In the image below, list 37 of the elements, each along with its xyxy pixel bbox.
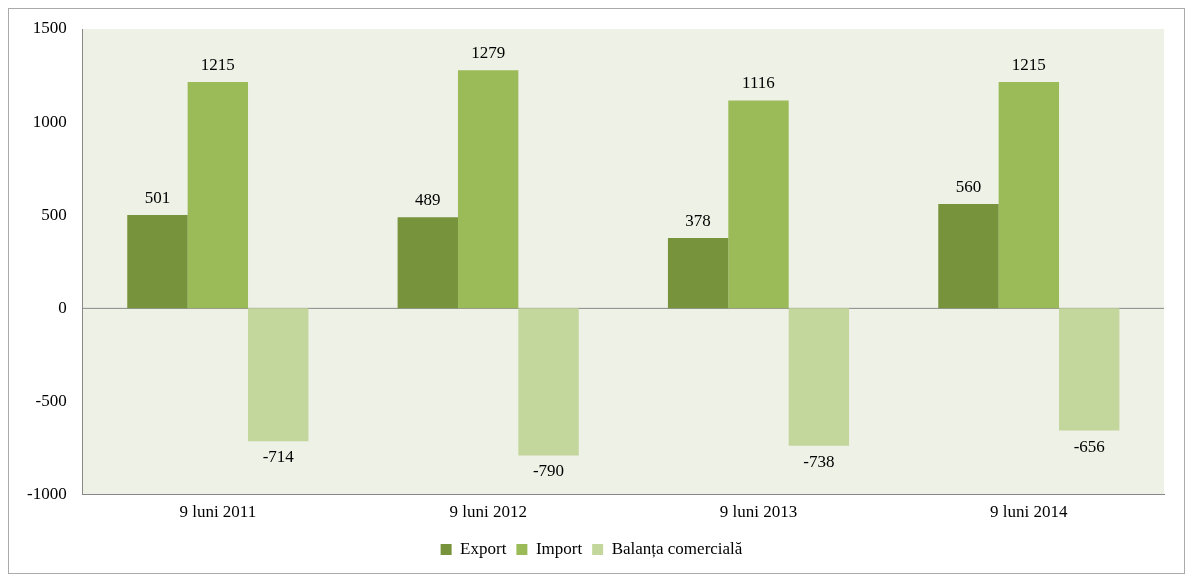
bar xyxy=(187,82,249,309)
data-label: 1279 xyxy=(471,43,506,63)
y-tick-label: -500 xyxy=(35,390,67,410)
data-label: -738 xyxy=(803,451,835,471)
data-label: 560 xyxy=(955,177,982,197)
legend-label: Export xyxy=(460,538,507,558)
bar xyxy=(127,215,188,309)
bar xyxy=(788,308,850,446)
y-tick-label: 0 xyxy=(58,297,67,317)
x-tick-label: 9 luni 2014 xyxy=(990,502,1069,522)
bar xyxy=(1059,308,1120,431)
data-label: 1116 xyxy=(742,73,775,93)
bar xyxy=(728,100,789,309)
data-label: -790 xyxy=(532,461,565,481)
data-label: -714 xyxy=(262,447,295,467)
legend-label: Balanța comercială xyxy=(611,538,743,558)
x-tick-label: 9 luni 2012 xyxy=(449,502,527,522)
bar xyxy=(397,217,458,309)
bar xyxy=(518,308,579,456)
data-label: 1215 xyxy=(1011,55,1046,75)
y-tick-label: 1500 xyxy=(32,18,67,38)
bar xyxy=(457,70,519,309)
data-label: 489 xyxy=(415,190,441,210)
x-tick-label: 9 luni 2011 xyxy=(179,502,257,522)
data-label: 1215 xyxy=(200,55,235,75)
data-label: 378 xyxy=(685,210,711,230)
bar xyxy=(248,308,309,442)
x-tick-label: 9 luni 2013 xyxy=(719,502,798,522)
y-tick-label: -1000 xyxy=(26,484,67,504)
bar xyxy=(938,204,999,309)
y-tick-label: 1000 xyxy=(32,111,67,131)
bar xyxy=(998,82,1060,309)
y-tick-label: 500 xyxy=(41,204,67,224)
data-label: 501 xyxy=(144,188,171,208)
bar xyxy=(667,237,729,309)
legend-label: Import xyxy=(535,538,583,558)
data-label: -656 xyxy=(1073,436,1105,456)
